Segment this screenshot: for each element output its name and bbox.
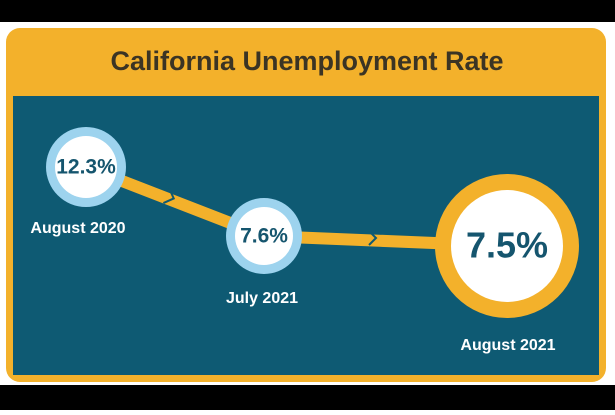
value: 12.3% xyxy=(56,156,116,179)
bubble xyxy=(235,207,293,265)
value: 7.5% xyxy=(466,225,548,266)
bubble xyxy=(451,190,563,302)
bottom-band xyxy=(0,385,615,410)
value: 7.6% xyxy=(240,225,288,248)
bubble xyxy=(55,136,117,198)
chevron xyxy=(368,230,378,246)
title: California Unemployment Rate xyxy=(110,46,503,76)
label: July 2021 xyxy=(226,290,298,307)
chevron xyxy=(162,187,176,204)
top-band xyxy=(0,0,615,22)
label: August 2020 xyxy=(30,220,125,237)
label: August 2021 xyxy=(460,337,555,354)
